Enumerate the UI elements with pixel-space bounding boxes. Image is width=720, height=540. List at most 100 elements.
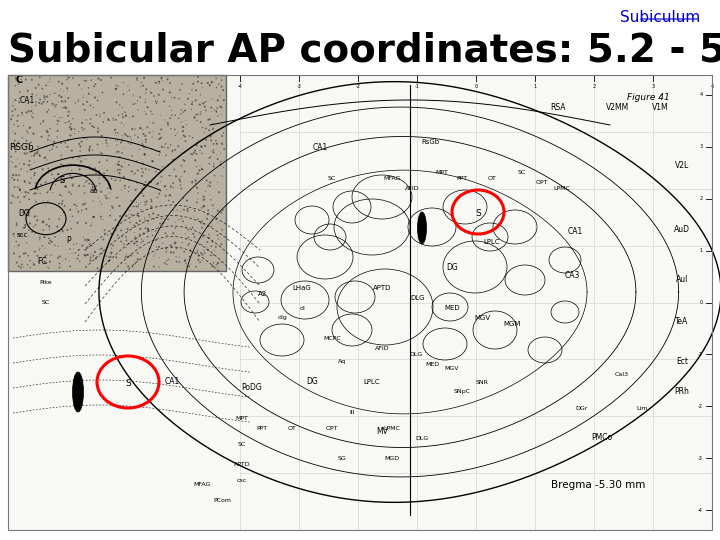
Point xyxy=(12,122,24,131)
Point xyxy=(153,151,165,159)
Point xyxy=(140,178,151,186)
Point xyxy=(30,188,41,197)
Point xyxy=(141,199,153,207)
Point xyxy=(143,103,154,112)
Point xyxy=(117,134,128,143)
Point xyxy=(39,154,50,163)
Point xyxy=(207,119,219,128)
Text: CA1: CA1 xyxy=(567,227,582,237)
Point xyxy=(6,158,18,167)
Point xyxy=(71,205,82,213)
Point xyxy=(13,171,24,179)
Point xyxy=(162,119,174,127)
Point xyxy=(212,206,223,215)
Point xyxy=(115,226,127,235)
Point xyxy=(190,179,202,187)
Point xyxy=(207,258,219,267)
Point xyxy=(139,213,150,222)
Point xyxy=(161,260,173,269)
Point xyxy=(120,233,132,241)
Point xyxy=(127,262,138,271)
Point xyxy=(140,200,151,209)
Point xyxy=(78,182,90,191)
Ellipse shape xyxy=(418,212,426,244)
Point xyxy=(98,173,109,182)
Point xyxy=(37,196,49,205)
Point xyxy=(192,110,204,119)
Point xyxy=(43,264,55,272)
Point xyxy=(148,127,159,136)
Point xyxy=(55,138,67,147)
Point xyxy=(162,143,174,152)
Text: Subiculum: Subiculum xyxy=(620,10,700,25)
Point xyxy=(140,136,152,144)
Point xyxy=(145,204,157,212)
Point xyxy=(139,151,150,159)
Point xyxy=(177,217,189,226)
Point xyxy=(178,205,189,214)
Point xyxy=(56,79,68,88)
Text: PPT: PPT xyxy=(456,176,467,180)
Text: III: III xyxy=(349,409,355,415)
Point xyxy=(142,123,153,132)
Point xyxy=(197,217,208,225)
Point xyxy=(30,228,41,237)
Point xyxy=(188,212,199,220)
Point xyxy=(207,261,218,269)
Point xyxy=(28,247,40,256)
Point xyxy=(42,169,54,178)
Point xyxy=(10,73,22,82)
Point xyxy=(206,107,217,116)
Point xyxy=(141,197,153,206)
Text: P: P xyxy=(66,235,71,245)
Point xyxy=(112,137,123,145)
Point xyxy=(215,102,226,111)
Point xyxy=(171,252,182,261)
Point xyxy=(187,133,199,142)
Point xyxy=(190,96,202,105)
Point xyxy=(164,114,176,123)
Point xyxy=(171,129,183,138)
Bar xyxy=(8,75,712,530)
Point xyxy=(101,194,112,202)
Point xyxy=(144,244,156,253)
Point xyxy=(46,238,58,246)
Point xyxy=(185,150,197,158)
Point xyxy=(182,207,194,215)
Point xyxy=(143,225,154,234)
Point xyxy=(62,143,73,151)
Point xyxy=(189,113,200,122)
Point xyxy=(206,103,217,112)
Point xyxy=(92,127,104,136)
Point xyxy=(148,214,160,223)
Point xyxy=(213,235,225,244)
Point xyxy=(148,262,160,271)
Point xyxy=(158,85,169,94)
Point xyxy=(192,184,203,192)
Point xyxy=(147,157,158,166)
Point xyxy=(43,234,55,242)
Point xyxy=(212,259,224,267)
Point xyxy=(61,184,73,192)
Point xyxy=(25,174,37,183)
Point xyxy=(211,151,222,159)
Point xyxy=(130,186,141,194)
Point xyxy=(37,98,49,106)
Point xyxy=(26,152,37,160)
Point xyxy=(111,98,122,106)
Point xyxy=(144,128,156,137)
Point xyxy=(170,238,181,247)
Point xyxy=(207,204,219,213)
Point xyxy=(44,239,55,248)
Point xyxy=(177,123,189,131)
Point xyxy=(129,131,140,140)
Point xyxy=(112,129,123,137)
Point xyxy=(73,127,84,136)
Ellipse shape xyxy=(73,372,84,412)
Point xyxy=(41,92,53,101)
Point xyxy=(27,227,38,236)
Point xyxy=(195,249,207,258)
Point xyxy=(66,249,78,258)
Point xyxy=(94,245,105,254)
Point xyxy=(81,251,93,259)
